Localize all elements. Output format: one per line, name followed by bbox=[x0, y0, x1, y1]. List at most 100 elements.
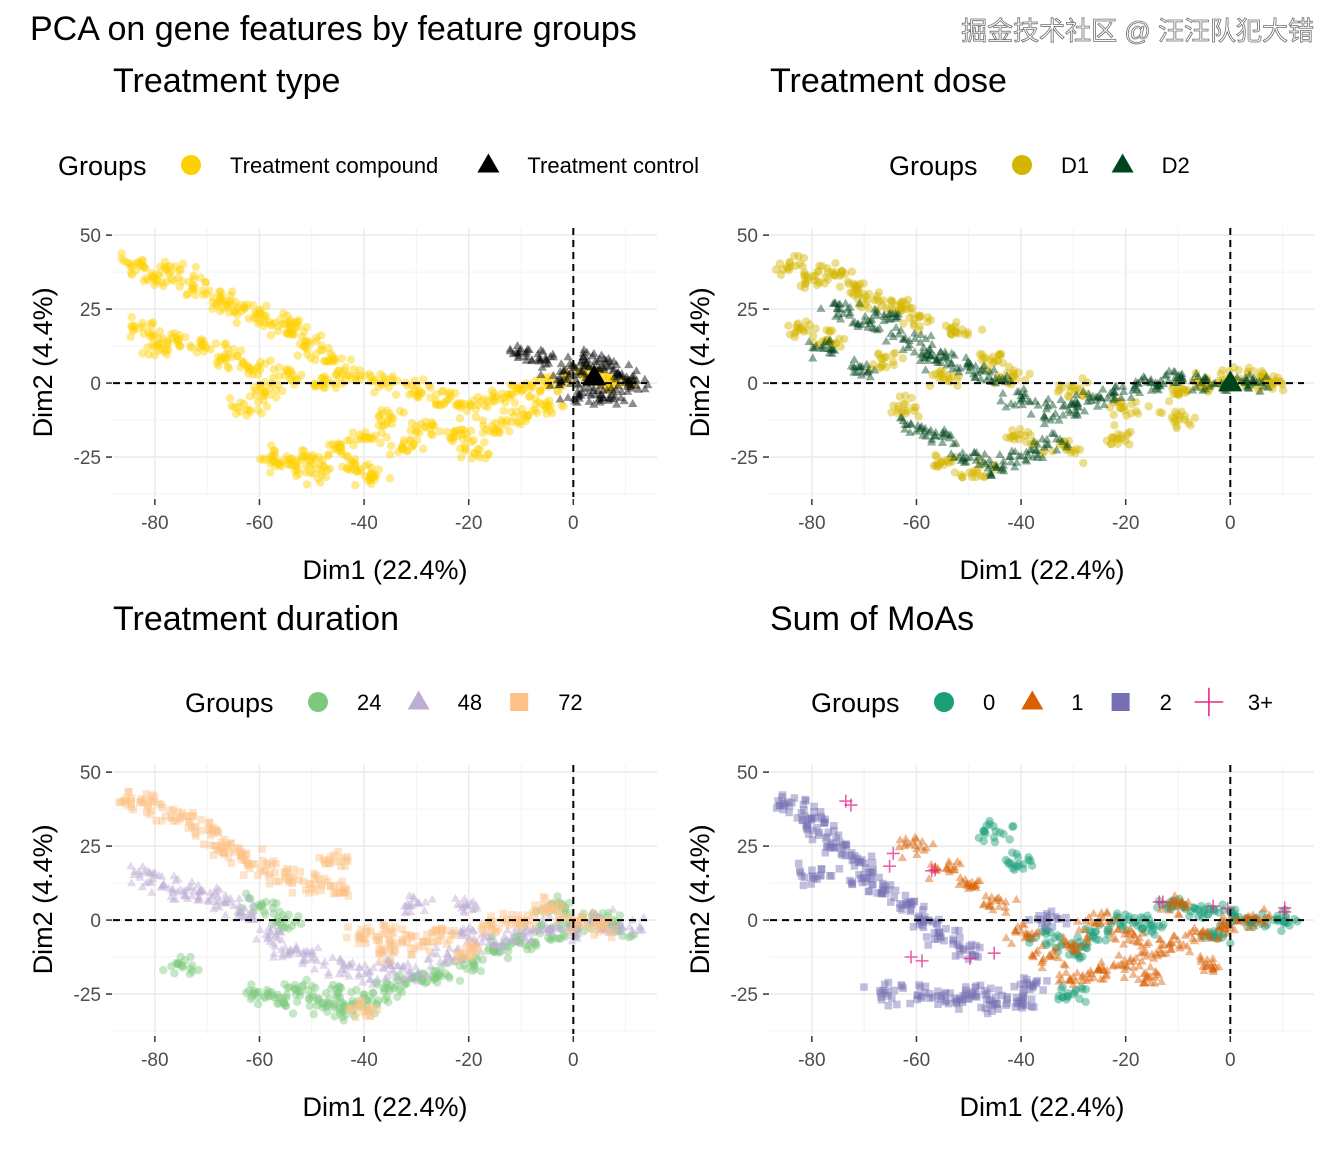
data-point bbox=[602, 374, 611, 384]
data-point bbox=[353, 435, 362, 444]
data-point bbox=[485, 426, 494, 436]
legend-item[interactable]: 1 bbox=[1021, 690, 1084, 715]
data-point bbox=[165, 269, 174, 279]
data-point bbox=[385, 450, 395, 459]
data-point bbox=[454, 426, 464, 435]
data-point bbox=[801, 271, 810, 280]
data-point bbox=[162, 277, 171, 286]
data-point bbox=[577, 366, 587, 375]
data-point bbox=[130, 321, 139, 330]
data-point bbox=[848, 878, 857, 887]
data-point bbox=[554, 380, 564, 389]
data-point bbox=[574, 380, 584, 389]
data-point bbox=[859, 294, 868, 303]
data-point bbox=[371, 932, 380, 941]
data-point bbox=[223, 362, 233, 371]
data-point bbox=[324, 451, 333, 460]
data-point bbox=[609, 356, 619, 365]
data-point bbox=[399, 444, 408, 453]
legend-item[interactable]: D2 bbox=[1111, 153, 1190, 178]
legend-key-circle-icon bbox=[934, 692, 954, 712]
legend-item[interactable]: Treatment compound bbox=[181, 153, 438, 178]
data-point bbox=[285, 365, 295, 374]
data-point bbox=[139, 799, 148, 807]
legend-item[interactable]: Treatment control bbox=[477, 153, 699, 178]
data-point bbox=[342, 464, 352, 473]
data-point bbox=[279, 309, 288, 318]
data-point bbox=[610, 925, 618, 933]
data-point bbox=[483, 402, 493, 412]
data-point bbox=[295, 339, 305, 349]
data-point bbox=[254, 362, 263, 371]
data-point bbox=[284, 460, 294, 469]
data-point bbox=[562, 366, 571, 375]
data-point bbox=[1109, 410, 1118, 420]
data-point bbox=[1058, 383, 1067, 392]
legend-item[interactable]: 24 bbox=[308, 690, 381, 715]
data-point bbox=[240, 304, 249, 314]
data-point bbox=[397, 443, 407, 453]
data-point bbox=[622, 382, 632, 391]
data-point bbox=[297, 445, 307, 455]
data-point bbox=[512, 340, 523, 349]
data-point bbox=[258, 845, 266, 853]
legend-item[interactable]: D1 bbox=[1012, 153, 1089, 178]
x-tick-label: -60 bbox=[903, 513, 930, 534]
data-point bbox=[557, 401, 566, 410]
data-point bbox=[277, 462, 286, 471]
data-point bbox=[831, 268, 840, 277]
data-point bbox=[1114, 950, 1124, 959]
grid bbox=[113, 228, 657, 497]
data-point bbox=[296, 867, 305, 876]
data-point bbox=[988, 358, 997, 368]
data-point bbox=[257, 309, 266, 318]
data-point bbox=[628, 398, 638, 407]
data-point bbox=[849, 354, 859, 363]
legend-item[interactable]: 2 bbox=[1111, 690, 1172, 715]
data-point bbox=[463, 434, 472, 443]
data-point bbox=[270, 451, 279, 460]
data-point bbox=[619, 375, 629, 384]
data-point bbox=[559, 366, 569, 375]
data-point bbox=[249, 383, 259, 393]
data-point bbox=[240, 303, 249, 312]
data-point bbox=[883, 859, 897, 873]
data-point bbox=[427, 420, 437, 430]
data-point bbox=[475, 444, 485, 454]
legend-item[interactable]: 0 bbox=[934, 690, 995, 715]
data-point bbox=[346, 355, 356, 364]
data-point bbox=[825, 327, 834, 336]
data-point bbox=[428, 420, 438, 430]
data-point bbox=[126, 332, 135, 342]
data-point bbox=[951, 926, 959, 935]
data-point bbox=[899, 984, 907, 993]
data-point bbox=[278, 319, 287, 329]
data-point bbox=[455, 976, 465, 985]
legend-item[interactable]: 48 bbox=[407, 690, 482, 715]
data-point bbox=[295, 875, 303, 884]
legend-item[interactable]: 3+ bbox=[1194, 687, 1273, 717]
data-point bbox=[350, 465, 359, 474]
data-point bbox=[901, 891, 910, 900]
data-point bbox=[284, 318, 294, 327]
data-point bbox=[947, 330, 956, 339]
data-point bbox=[848, 288, 857, 297]
x-tick-label: -20 bbox=[455, 513, 482, 534]
data-point bbox=[1127, 399, 1136, 409]
data-point bbox=[391, 390, 401, 400]
data-point bbox=[607, 390, 617, 399]
data-point bbox=[501, 420, 510, 430]
data-point bbox=[859, 279, 868, 288]
data-point bbox=[250, 860, 259, 868]
data-point bbox=[473, 444, 483, 454]
data-point bbox=[928, 370, 937, 380]
data-point bbox=[640, 384, 650, 393]
data-point bbox=[292, 458, 301, 467]
legend-item[interactable]: 72 bbox=[510, 690, 583, 715]
data-point bbox=[360, 960, 370, 969]
legend-key-triangle-icon bbox=[407, 690, 430, 710]
data-point bbox=[154, 339, 163, 349]
data-point bbox=[303, 350, 312, 359]
data-point bbox=[558, 382, 567, 391]
data-point bbox=[576, 367, 585, 377]
